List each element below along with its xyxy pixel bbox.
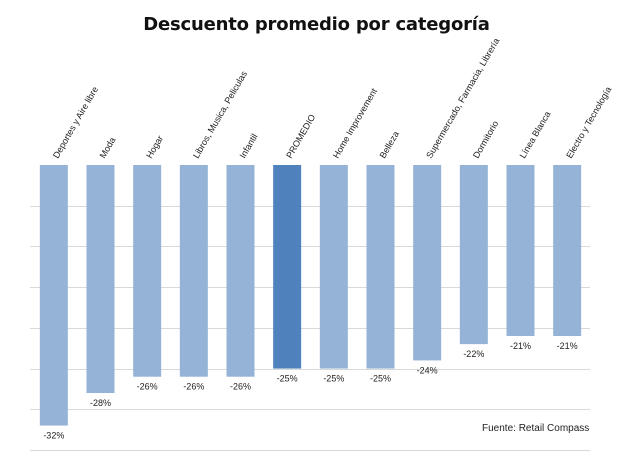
- category-label: Moda: [98, 136, 118, 160]
- bar: [319, 165, 348, 369]
- category-label: PROMEDIO: [284, 113, 317, 160]
- category-label: Línea Blanca: [518, 109, 553, 160]
- data-label: -25%: [323, 374, 344, 384]
- source-note: Fuente: Retail Compass: [482, 423, 590, 434]
- data-label: -25%: [277, 374, 298, 384]
- bar: [366, 165, 395, 369]
- category-label: Libros, Musica, Peliculas: [191, 69, 249, 160]
- bar: [553, 165, 582, 336]
- data-label: -21%: [557, 341, 578, 351]
- category-label: Home Improvement: [331, 86, 379, 160]
- data-label: -28%: [90, 398, 111, 408]
- bar: [133, 165, 162, 377]
- category-label: Belleza: [378, 129, 401, 160]
- data-label: -25%: [370, 374, 391, 384]
- data-label: -24%: [417, 365, 438, 375]
- bar: [506, 165, 535, 336]
- data-label: -32%: [43, 431, 64, 441]
- data-label: -26%: [137, 382, 158, 392]
- bar: [86, 165, 115, 393]
- category-label: Dormitorio: [471, 119, 500, 160]
- bar: [459, 165, 488, 345]
- category-label: Electro y Tecnología: [564, 85, 613, 160]
- data-label: -22%: [463, 349, 484, 359]
- category-label: Hogar: [144, 134, 165, 160]
- data-label: -26%: [183, 382, 204, 392]
- category-label: Deportes y Aire libre: [51, 85, 100, 160]
- bar: [39, 165, 68, 426]
- bar: [273, 165, 302, 369]
- bar: [179, 165, 208, 377]
- chart-title: Descuento promedio por categoría: [143, 14, 490, 35]
- bar: [413, 165, 442, 361]
- category-label: Infantil: [238, 132, 260, 160]
- data-label: -26%: [230, 382, 251, 392]
- data-label: -21%: [510, 341, 531, 351]
- bar: [226, 165, 255, 377]
